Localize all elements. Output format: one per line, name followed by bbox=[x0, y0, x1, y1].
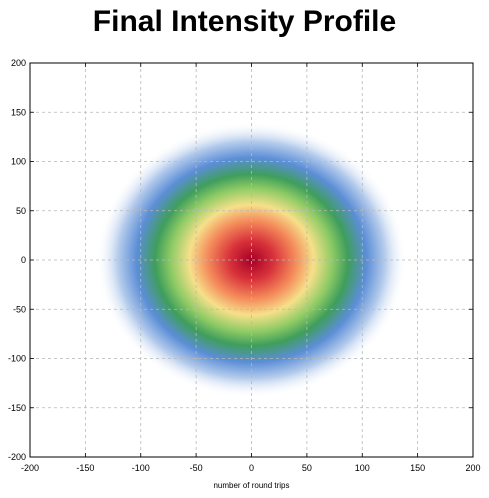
y-tick-label: -200 bbox=[8, 452, 26, 462]
x-tick-label: 50 bbox=[302, 463, 312, 473]
tick-marks bbox=[29, 62, 474, 458]
y-tick-label: 150 bbox=[11, 107, 26, 117]
x-tick-labels: -200 -150 -100 -50 0 50 100 150 200 bbox=[21, 463, 481, 473]
grid-lines bbox=[30, 63, 473, 457]
y-tick-label: -50 bbox=[13, 304, 26, 314]
x-tick-label: -200 bbox=[21, 463, 39, 473]
beam-spot bbox=[96, 121, 407, 399]
x-tick-label: 200 bbox=[465, 463, 480, 473]
x-tick-label: 150 bbox=[410, 463, 425, 473]
x-tick-label: 0 bbox=[249, 463, 254, 473]
y-tick-label: 50 bbox=[16, 206, 26, 216]
y-tick-label: -150 bbox=[8, 403, 26, 413]
x-tick-label: -50 bbox=[190, 463, 203, 473]
x-axis-label: number of round trips bbox=[213, 481, 289, 490]
y-tick-labels: -200 -150 -100 -50 0 50 100 150 200 bbox=[8, 58, 26, 462]
y-tick-label: 200 bbox=[11, 58, 26, 68]
chart-title: Final Intensity Profile bbox=[92, 5, 397, 38]
x-tick-label: -150 bbox=[76, 463, 94, 473]
y-tick-label: 100 bbox=[11, 157, 26, 167]
x-tick-label: 100 bbox=[355, 463, 370, 473]
x-tick-label: -100 bbox=[132, 463, 150, 473]
y-tick-label: 0 bbox=[21, 255, 26, 265]
y-tick-label: -100 bbox=[8, 354, 26, 364]
